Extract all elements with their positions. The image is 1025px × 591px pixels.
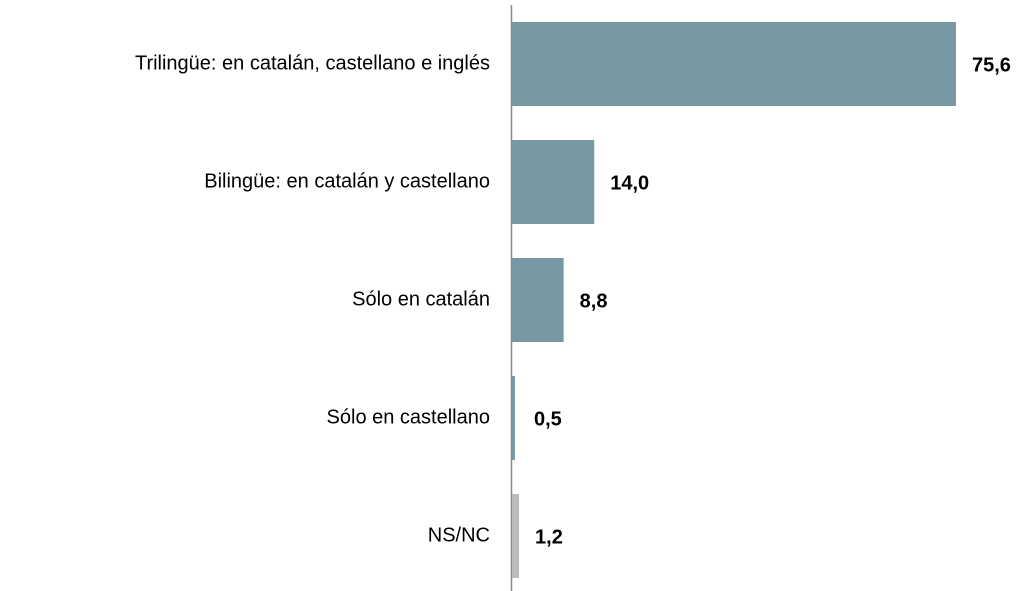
bar: [512, 258, 564, 342]
bar: [512, 376, 515, 460]
category-label: Sólo en catalán: [352, 288, 490, 310]
bar: [512, 140, 595, 224]
category-label: Trilingüe: en catalán, castellano e ingl…: [135, 52, 490, 74]
value-label: 14,0: [610, 172, 649, 194]
category-label: NS/NC: [428, 524, 490, 546]
value-label: 75,6: [972, 54, 1011, 76]
category-label: Bilingüe: en catalán y castellano: [204, 170, 490, 192]
category-label: Sólo en castellano: [327, 406, 490, 428]
value-label: 8,8: [580, 290, 608, 312]
bar: [512, 494, 520, 578]
bar: [512, 22, 956, 106]
value-label: 1,2: [535, 526, 563, 548]
value-label: 0,5: [534, 408, 562, 430]
